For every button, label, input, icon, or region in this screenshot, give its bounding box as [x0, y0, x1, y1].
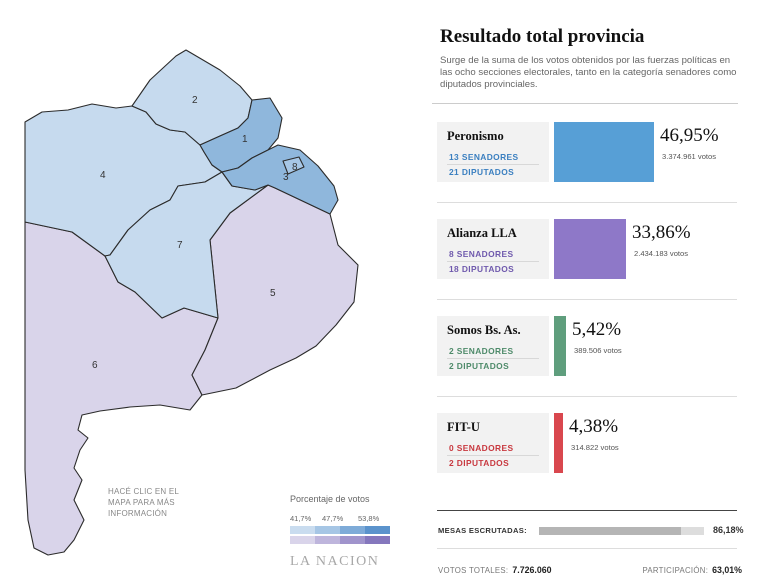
mesas-progress-bar: [539, 527, 704, 535]
party-votes: 389.506 votos: [574, 346, 622, 355]
party-card: FIT-U 0 SENADORES 2 DIPUTADOS 4,38% 314.822 …: [437, 413, 737, 473]
map-label-6: 6: [92, 360, 98, 371]
map-label-2: 2: [192, 95, 198, 106]
party-seats: 13 SENADORES 21 DIPUTADOS: [447, 150, 549, 180]
legend-ticks: 41,7% 47,7% 53,8%: [290, 514, 390, 524]
legend-purple-scale: [290, 536, 390, 544]
party-info: Peronismo 13 SENADORES 21 DIPUTADOS: [437, 122, 549, 182]
map-section-1[interactable]: [199, 97, 283, 173]
party-senadores: 2 SENADORES: [447, 344, 539, 359]
legend-tick: 47,7%: [322, 514, 344, 523]
votos-totales-value: 7.726.060: [512, 565, 552, 575]
party-percentage: 46,95%: [660, 125, 719, 146]
party-percentage: 5,42%: [572, 319, 622, 340]
map-label-8: 8: [292, 162, 298, 173]
map-svg[interactable]: 2 1 4 3 8 7 5 6: [0, 0, 400, 586]
map-section-3[interactable]: [221, 144, 339, 215]
party-diputados: 2 DIPUTADOS: [449, 361, 510, 371]
party-diputados: 2 DIPUTADOS: [449, 458, 510, 468]
party-percentage: 33,86%: [632, 222, 691, 243]
mesas-value: 86,18%: [713, 525, 744, 535]
party-info: Alianza LLA 8 SENADORES 18 DIPUTADOS: [437, 219, 549, 279]
party-senadores: 8 SENADORES: [447, 247, 539, 262]
legend-tick: 53,8%: [358, 514, 380, 523]
map-label-4: 4: [100, 170, 106, 181]
map-section-8[interactable]: [282, 156, 305, 175]
party-senadores: 13 SENADORES: [447, 150, 539, 165]
votos-totales-label: VOTOS TOTALES:: [438, 566, 509, 575]
party-seats: 2 SENADORES 2 DIPUTADOS: [447, 344, 549, 374]
participacion-value: 63,01%: [712, 565, 742, 575]
divider: [437, 396, 737, 397]
party-votes: 3.374.961 votos: [662, 152, 717, 161]
party-name: Peronismo: [447, 129, 504, 143]
party-bar: [554, 316, 566, 376]
divider: [437, 548, 737, 549]
party-seats: 0 SENADORES 2 DIPUTADOS: [447, 441, 549, 471]
legend-blue-scale: [290, 526, 390, 534]
party-name: Somos Bs. As.: [447, 323, 521, 337]
party-name: Alianza LLA: [447, 226, 517, 240]
party-card: Peronismo 13 SENADORES 21 DIPUTADOS 46,95% 3…: [437, 122, 737, 182]
page-subtitle: Surge de la suma de los votos obtenidos …: [440, 55, 737, 90]
party-diputados: 18 DIPUTADOS: [449, 264, 515, 274]
party-bar: [554, 413, 563, 473]
divider: [437, 202, 737, 203]
party-seats: 8 SENADORES 18 DIPUTADOS: [447, 247, 549, 277]
participacion: PARTICIPACIÓN: 63,01%: [642, 560, 742, 578]
participacion-label: PARTICIPACIÓN:: [642, 566, 709, 575]
party-card: Alianza LLA 8 SENADORES 18 DIPUTADOS 33,86%…: [437, 219, 737, 279]
map-label-7: 7: [177, 240, 183, 251]
divider: [432, 103, 738, 104]
party-info: Somos Bs. As. 2 SENADORES 2 DIPUTADOS: [437, 316, 549, 376]
legend-tick: 41,7%: [290, 514, 312, 523]
mesas-progress-fill: [539, 527, 682, 535]
party-info: FIT-U 0 SENADORES 2 DIPUTADOS: [437, 413, 549, 473]
party-name: FIT-U: [447, 420, 480, 434]
party-bar: [554, 219, 626, 279]
province-map[interactable]: 2 1 4 3 8 7 5 6 HACÉ CLIC EN EL MAPA PAR…: [0, 0, 400, 586]
mesas-label: MESAS ESCRUTADAS:: [438, 526, 527, 535]
map-label-1: 1: [242, 134, 248, 145]
party-percentage: 4,38%: [569, 416, 619, 437]
legend-title: Porcentaje de votos: [290, 494, 370, 504]
brand-logo: LA NACION: [290, 554, 380, 569]
party-votes: 2.434.183 votos: [634, 249, 689, 258]
party-votes: 314.822 votos: [571, 443, 619, 452]
page-title: Resultado total provincia: [440, 26, 645, 47]
map-label-3: 3: [283, 172, 289, 183]
party-card: Somos Bs. As. 2 SENADORES 2 DIPUTADOS 5,42%…: [437, 316, 737, 376]
divider: [437, 299, 737, 300]
party-diputados: 21 DIPUTADOS: [449, 167, 515, 177]
votos-totales: VOTOS TOTALES: 7.726.060: [438, 560, 552, 578]
map-label-5: 5: [270, 288, 276, 299]
map-hint: HACÉ CLIC EN EL MAPA PARA MÁS INFORMACIÓ…: [108, 487, 179, 518]
map-legend: Porcentaje de votos 41,7% 47,7% 53,8%: [290, 494, 390, 544]
divider: [437, 510, 737, 511]
party-bar: [554, 122, 654, 182]
party-senadores: 0 SENADORES: [447, 441, 539, 456]
